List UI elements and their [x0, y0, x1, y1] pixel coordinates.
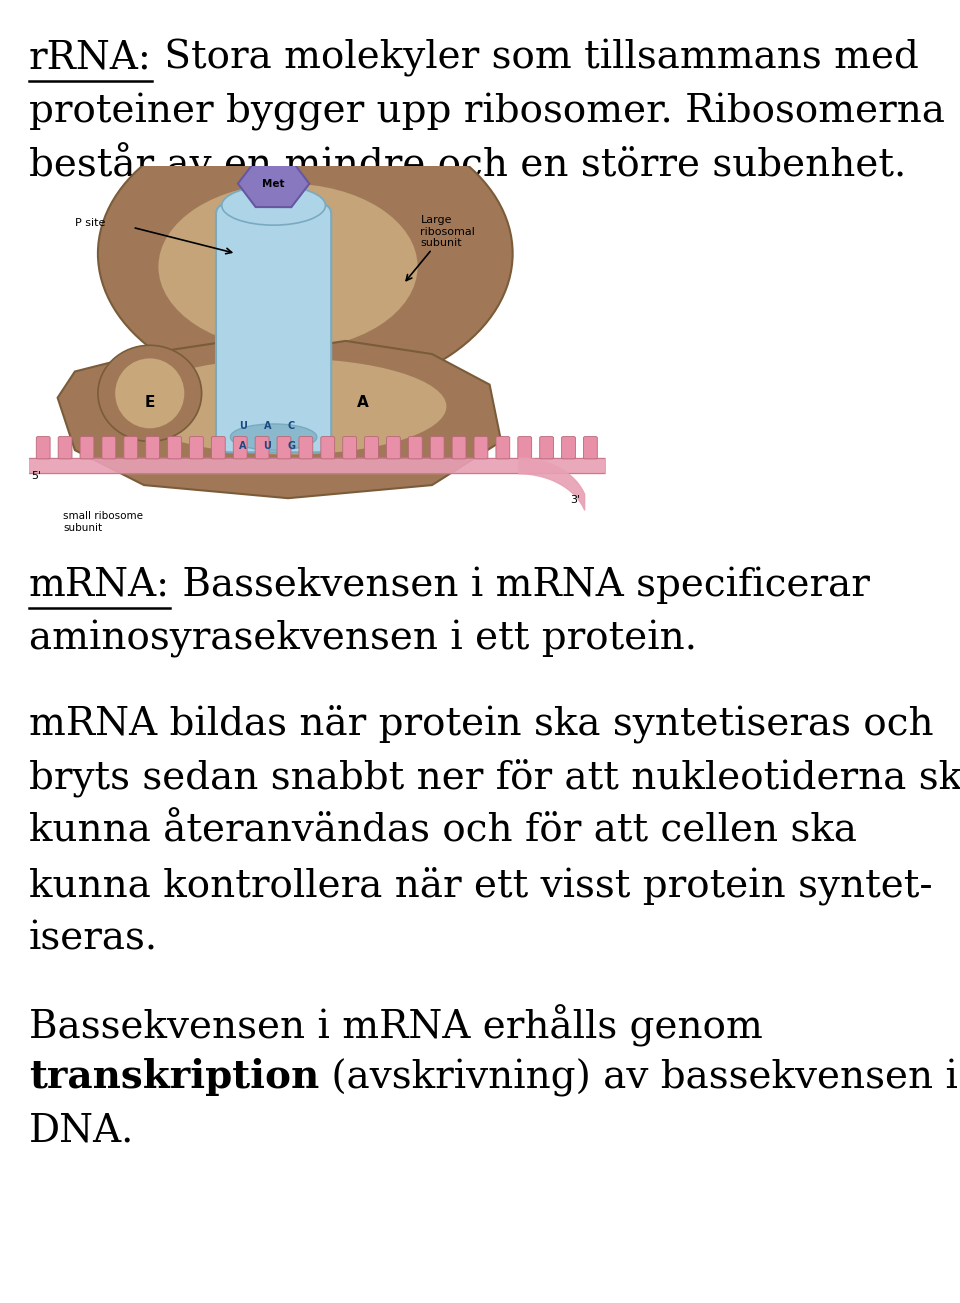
Text: mRNA bildas när protein ska syntetiseras och: mRNA bildas när protein ska syntetiseras… — [29, 704, 933, 743]
Text: P site: P site — [75, 218, 106, 228]
FancyBboxPatch shape — [517, 437, 532, 459]
FancyBboxPatch shape — [562, 437, 575, 459]
FancyBboxPatch shape — [216, 203, 331, 452]
FancyBboxPatch shape — [299, 437, 313, 459]
Text: kunna återanvändas och för att cellen ska: kunna återanvändas och för att cellen sk… — [29, 812, 856, 850]
Text: (avskrivning) av bassekvensen i: (avskrivning) av bassekvensen i — [319, 1058, 958, 1097]
Text: A: A — [263, 421, 271, 431]
FancyBboxPatch shape — [540, 437, 554, 459]
Polygon shape — [58, 341, 501, 498]
Ellipse shape — [115, 358, 184, 429]
FancyBboxPatch shape — [211, 437, 226, 459]
Text: aminosyrasekvensen i ett protein.: aminosyrasekvensen i ett protein. — [29, 620, 697, 658]
FancyBboxPatch shape — [584, 437, 597, 459]
FancyBboxPatch shape — [387, 437, 400, 459]
Text: E: E — [145, 395, 155, 409]
Text: G: G — [287, 440, 296, 451]
Ellipse shape — [130, 358, 446, 455]
Text: Stora molekyler som tillsammans med: Stora molekyler som tillsammans med — [152, 39, 919, 77]
Text: C: C — [288, 421, 295, 431]
FancyBboxPatch shape — [255, 437, 269, 459]
Text: small ribosome
subunit: small ribosome subunit — [63, 511, 143, 533]
FancyBboxPatch shape — [124, 437, 137, 459]
FancyBboxPatch shape — [474, 437, 488, 459]
Text: transkription: transkription — [29, 1058, 319, 1096]
FancyBboxPatch shape — [430, 437, 444, 459]
Text: proteiner bygger upp ribosomer. Ribosomerna: proteiner bygger upp ribosomer. Ribosome… — [29, 94, 945, 132]
Text: bryts sedan snabbt ner för att nukleotiderna ska: bryts sedan snabbt ner för att nukleotid… — [29, 758, 960, 796]
FancyBboxPatch shape — [36, 437, 50, 459]
Ellipse shape — [158, 184, 418, 349]
Text: A: A — [357, 395, 369, 409]
FancyBboxPatch shape — [102, 437, 116, 459]
FancyBboxPatch shape — [496, 437, 510, 459]
Text: A: A — [239, 440, 247, 451]
Text: iseras.: iseras. — [29, 920, 158, 958]
Text: Met: Met — [262, 179, 285, 189]
Text: kunna kontrollera när ett visst protein syntet-: kunna kontrollera när ett visst protein … — [29, 866, 932, 904]
Ellipse shape — [230, 423, 317, 450]
Text: U: U — [239, 421, 247, 431]
Text: Large
ribosomal
subunit: Large ribosomal subunit — [420, 215, 475, 249]
Text: 5': 5' — [32, 472, 42, 481]
FancyBboxPatch shape — [233, 437, 247, 459]
FancyBboxPatch shape — [408, 437, 422, 459]
Text: 3': 3' — [570, 495, 581, 506]
FancyBboxPatch shape — [168, 437, 181, 459]
FancyBboxPatch shape — [365, 437, 378, 459]
Ellipse shape — [98, 345, 202, 442]
FancyBboxPatch shape — [59, 437, 72, 459]
Text: Bassekvensen i mRNA erhålls genom: Bassekvensen i mRNA erhålls genom — [29, 1005, 762, 1046]
FancyBboxPatch shape — [80, 437, 94, 459]
FancyBboxPatch shape — [343, 437, 356, 459]
FancyBboxPatch shape — [146, 437, 159, 459]
Text: Bassekvensen i mRNA specificerar: Bassekvensen i mRNA specificerar — [170, 567, 870, 603]
FancyBboxPatch shape — [452, 437, 466, 459]
FancyBboxPatch shape — [277, 437, 291, 459]
Text: U: U — [263, 440, 272, 451]
FancyBboxPatch shape — [189, 437, 204, 459]
Text: rRNA:: rRNA: — [29, 39, 152, 76]
Text: består av en mindre och en större subenhet.: består av en mindre och en större subenh… — [29, 147, 906, 184]
Ellipse shape — [98, 112, 513, 396]
Ellipse shape — [222, 186, 325, 225]
FancyBboxPatch shape — [321, 437, 335, 459]
Text: DNA.: DNA. — [29, 1113, 134, 1149]
Text: mRNA:: mRNA: — [29, 567, 170, 603]
